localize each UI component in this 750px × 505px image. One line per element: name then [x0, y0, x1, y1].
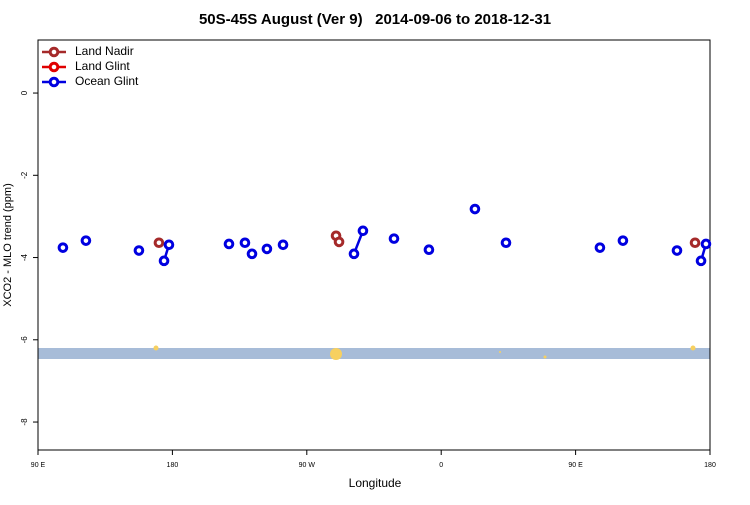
x-tick-label: 90 E — [568, 462, 583, 469]
y-axis-label: XCO2 - MLO trend (ppm) — [2, 183, 14, 306]
legend-marker — [48, 76, 60, 88]
chart-title: 50S-45S August (Ver 9) 2014-09-06 to 201… — [199, 11, 551, 28]
legend-label: Land Nadir — [75, 44, 134, 58]
point — [594, 242, 606, 253]
point — [348, 248, 360, 260]
point — [469, 203, 481, 215]
point — [700, 238, 712, 250]
point — [423, 244, 435, 256]
point — [671, 245, 683, 256]
x-tick-label: 180 — [704, 462, 716, 469]
x-tick-label: 0 — [439, 462, 443, 469]
y-tick-label: -4 — [20, 253, 29, 261]
point — [80, 235, 92, 246]
point — [695, 255, 707, 267]
legend-label: Ocean Glint — [75, 74, 139, 88]
y-tick-label: 0 — [20, 90, 29, 95]
point — [277, 239, 289, 251]
point — [158, 255, 170, 267]
point — [500, 237, 512, 249]
point — [388, 233, 400, 244]
point — [357, 225, 369, 237]
point — [333, 236, 345, 248]
surface-markers — [153, 345, 696, 360]
legend-marker — [48, 61, 60, 73]
x-tick-label: 90 W — [299, 462, 316, 469]
point — [163, 239, 175, 251]
point — [617, 235, 629, 246]
legend-marker — [48, 46, 60, 58]
x-tick-label: 90 E — [31, 462, 46, 469]
background-band — [38, 348, 710, 359]
y-tick-label: -8 — [20, 418, 29, 426]
y-tick-label: -6 — [20, 336, 29, 344]
x-axis-label: Longitude — [349, 476, 402, 490]
point — [153, 237, 165, 249]
x-tick-label: 180 — [167, 462, 179, 469]
legend-label: Land Glint — [75, 59, 130, 73]
point — [689, 237, 701, 249]
plot-frame — [37, 39, 711, 451]
point — [57, 242, 69, 253]
point — [261, 243, 273, 255]
point — [223, 238, 235, 250]
y-tick-label: -2 — [20, 171, 29, 179]
point — [246, 248, 258, 260]
point — [239, 237, 251, 249]
point — [133, 245, 145, 256]
